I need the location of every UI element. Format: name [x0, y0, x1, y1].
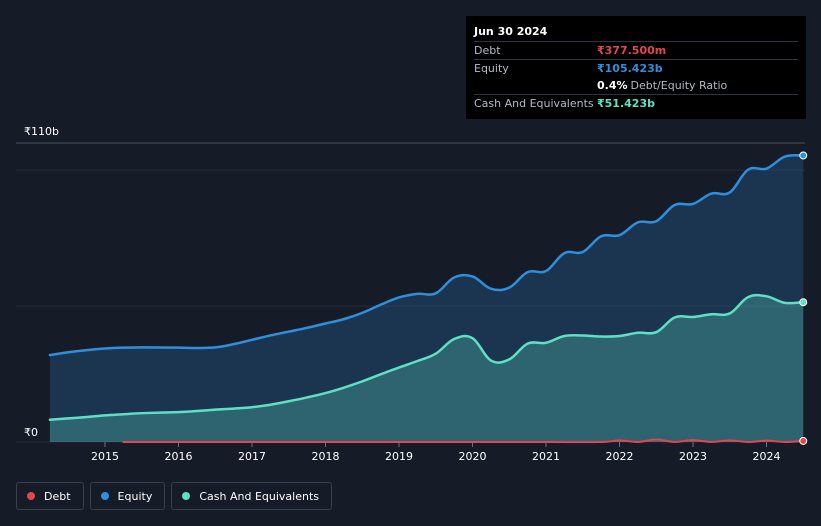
y-axis-top-label: ₹110b [24, 125, 59, 138]
endpoint-equity [799, 151, 808, 160]
endpoint-cash-and-equivalents [799, 298, 808, 307]
tooltip-cash-value: ₹51.423b [597, 97, 655, 110]
tooltip-ratio-value: 0.4% [597, 79, 628, 92]
tooltip-debt-value: ₹377.500m [597, 44, 667, 57]
legend-cash-dot-icon [182, 492, 191, 500]
tooltip-row-debt: Debt ₹377.500m [474, 41, 798, 59]
area-debt [123, 439, 804, 443]
x-tick-label-2019: 2019 [385, 450, 413, 463]
series-endpoints [799, 151, 808, 445]
tooltip-row-equity: Equity ₹105.423b [474, 59, 798, 77]
tooltip-row-ratio: 0.4% Debt/Equity Ratio [474, 77, 798, 94]
tooltip-debt-label: Debt [474, 44, 501, 57]
y-axis-zero-label: ₹0 [24, 426, 38, 439]
x-tick-label-2023: 2023 [679, 450, 707, 463]
x-tick-label-2022: 2022 [606, 450, 634, 463]
legend-equity-label: Equity [117, 489, 153, 503]
legend-item-cash[interactable]: Cash And Equivalents [171, 482, 332, 510]
area-cash-and-equivalents [49, 295, 804, 442]
tooltip-equity-value: ₹105.423b [597, 62, 663, 75]
legend-item-debt[interactable]: Debt [16, 482, 84, 510]
x-tick-label-2024: 2024 [753, 450, 781, 463]
series-areas [49, 155, 804, 443]
series-lines [48, 153, 805, 444]
x-tick-label-2021: 2021 [532, 450, 560, 463]
area-equity [49, 155, 804, 442]
legend: Debt Equity Cash And Equivalents [16, 482, 332, 510]
legend-debt-dot-icon [27, 492, 35, 500]
line-equity [48, 153, 805, 357]
tooltip-ratio-label [474, 77, 597, 94]
legend-item-equity[interactable]: Equity [89, 482, 166, 510]
tooltip-cash-label: Cash And Equivalents [474, 97, 594, 110]
endpoint-debt [799, 436, 808, 445]
tooltip-date: Jun 30 2024 [474, 25, 548, 38]
legend-equity-dot-icon [100, 492, 109, 500]
x-tick-label-2015: 2015 [91, 450, 119, 463]
x-tick-label-2018: 2018 [312, 450, 340, 463]
legend-cash-label: Cash And Equivalents [199, 489, 319, 503]
tooltip-panel: Jun 30 2024 Debt ₹377.500m Equity ₹105.4… [466, 16, 806, 119]
legend-debt-label: Debt [44, 489, 71, 503]
x-tick-label-2016: 2016 [165, 450, 193, 463]
tooltip-ratio-suffix: Debt/Equity Ratio [630, 79, 728, 92]
line-cash-and-equivalents [48, 293, 805, 421]
line-debt [122, 438, 805, 444]
x-tick-label-2017: 2017 [238, 450, 266, 463]
tooltip-row-cash: Cash And Equivalents ₹51.423b [474, 94, 798, 112]
tooltip-equity-label: Equity [474, 62, 509, 75]
x-tick-label-2020: 2020 [459, 450, 487, 463]
x-axis-ticks: 2015 2016 2017 2018 2019 2020 2021 2022 2023 2024 [91, 442, 781, 463]
